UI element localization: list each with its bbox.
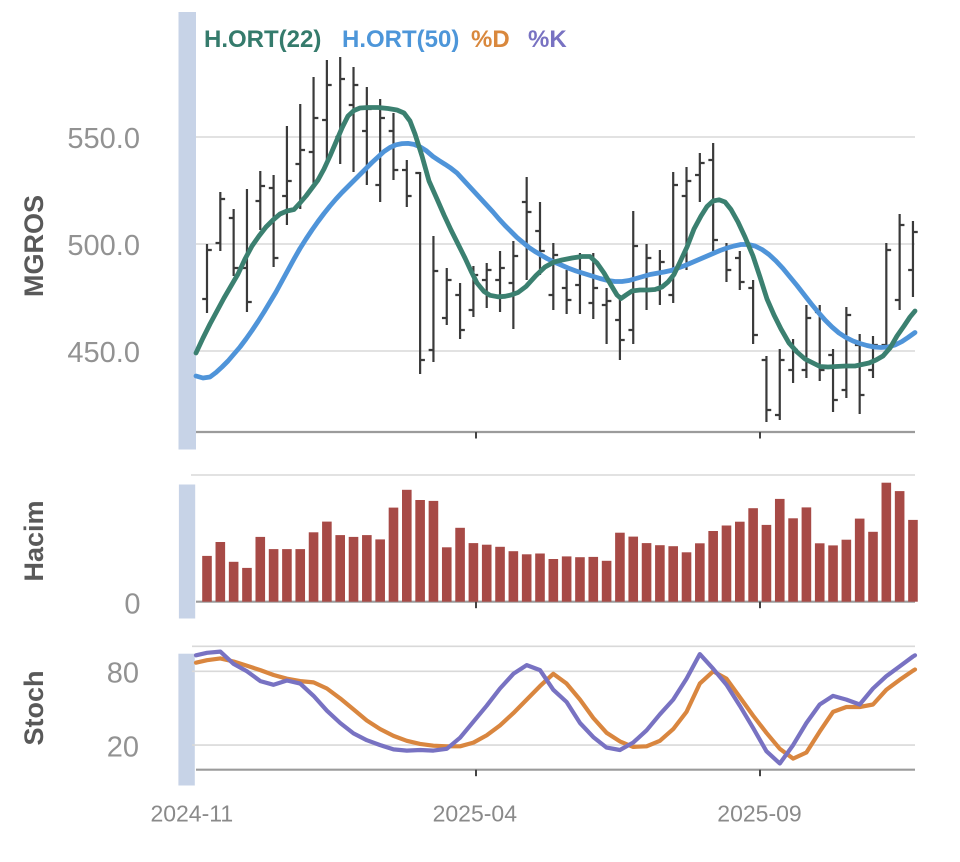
svg-text:Stoch: Stoch: [19, 670, 49, 745]
svg-text:2025-04: 2025-04: [433, 801, 518, 827]
svg-text:2025-09: 2025-09: [717, 801, 801, 827]
svg-text:H.ORT(22): H.ORT(22): [204, 26, 321, 53]
svg-text:H.ORT(50): H.ORT(50): [342, 26, 459, 53]
svg-text:20: 20: [107, 732, 139, 764]
svg-text:500.0: 500.0: [67, 230, 140, 262]
svg-text:0: 0: [124, 589, 140, 621]
svg-text:2024-11: 2024-11: [150, 801, 233, 827]
svg-text:450.0: 450.0: [67, 337, 140, 369]
svg-text:550.0: 550.0: [67, 123, 140, 155]
svg-text:%K: %K: [528, 26, 567, 53]
svg-text:%D: %D: [471, 26, 510, 53]
svg-text:Hacim: Hacim: [19, 500, 49, 581]
svg-text:80: 80: [107, 658, 139, 690]
svg-text:MGROS: MGROS: [19, 195, 49, 297]
